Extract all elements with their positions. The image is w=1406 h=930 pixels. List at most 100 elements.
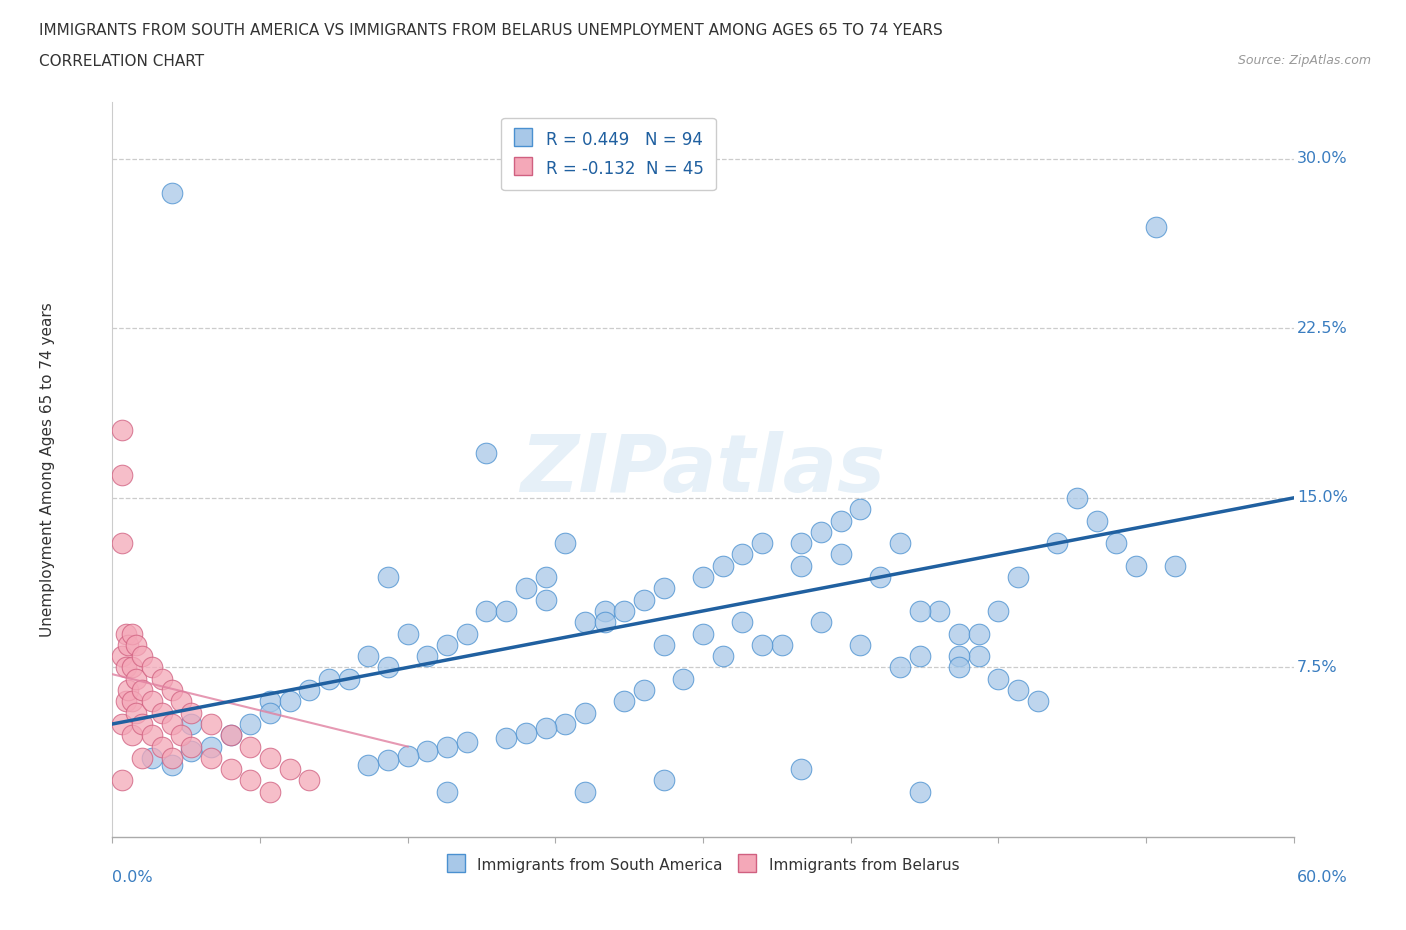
Point — [1066, 490, 1088, 505]
Point — [239, 716, 262, 731]
Point — [121, 660, 143, 675]
Point — [534, 592, 557, 607]
Point — [475, 445, 498, 460]
Point — [987, 671, 1010, 686]
Point — [1026, 694, 1049, 709]
Point — [131, 751, 153, 765]
Point — [869, 569, 891, 584]
Point — [150, 705, 173, 720]
Point — [613, 604, 636, 618]
Point — [111, 468, 134, 483]
Point — [436, 637, 458, 652]
Point — [121, 694, 143, 709]
Point — [1007, 683, 1029, 698]
Point — [416, 649, 439, 664]
Point — [1125, 558, 1147, 573]
Point — [259, 784, 281, 799]
Point — [908, 784, 931, 799]
Point — [416, 744, 439, 759]
Point — [515, 725, 537, 740]
Point — [141, 728, 163, 743]
Point — [574, 705, 596, 720]
Point — [160, 185, 183, 200]
Point — [239, 773, 262, 788]
Point — [377, 660, 399, 675]
Point — [200, 751, 222, 765]
Point — [633, 592, 655, 607]
Text: ZIPatlas: ZIPatlas — [520, 431, 886, 509]
Point — [259, 751, 281, 765]
Point — [790, 536, 813, 551]
Point — [613, 694, 636, 709]
Point — [790, 558, 813, 573]
Point — [633, 683, 655, 698]
Point — [830, 513, 852, 528]
Point — [111, 422, 134, 437]
Point — [987, 604, 1010, 618]
Text: 0.0%: 0.0% — [112, 870, 153, 885]
Point — [1007, 569, 1029, 584]
Point — [160, 757, 183, 772]
Point — [1164, 558, 1187, 573]
Text: 7.5%: 7.5% — [1298, 660, 1337, 675]
Point — [475, 604, 498, 618]
Point — [180, 744, 202, 759]
Point — [830, 547, 852, 562]
Point — [593, 604, 616, 618]
Point — [115, 660, 138, 675]
Point — [1046, 536, 1069, 551]
Point — [111, 536, 134, 551]
Text: Unemployment Among Ages 65 to 74 years: Unemployment Among Ages 65 to 74 years — [39, 302, 55, 637]
Point — [554, 716, 576, 731]
Point — [239, 739, 262, 754]
Point — [967, 626, 990, 641]
Point — [357, 649, 380, 664]
Point — [278, 694, 301, 709]
Point — [117, 637, 139, 652]
Point — [377, 569, 399, 584]
Point — [200, 739, 222, 754]
Point — [652, 581, 675, 596]
Point — [1105, 536, 1128, 551]
Point — [534, 569, 557, 584]
Point — [111, 773, 134, 788]
Point — [259, 705, 281, 720]
Text: 22.5%: 22.5% — [1298, 321, 1348, 336]
Point — [810, 615, 832, 630]
Point — [131, 649, 153, 664]
Point — [554, 536, 576, 551]
Point — [111, 716, 134, 731]
Point — [396, 748, 419, 763]
Point — [948, 626, 970, 641]
Point — [672, 671, 695, 686]
Point — [278, 762, 301, 777]
Point — [150, 739, 173, 754]
Point — [928, 604, 950, 618]
Legend: Immigrants from South America, Immigrants from Belarus: Immigrants from South America, Immigrant… — [440, 850, 966, 881]
Point — [593, 615, 616, 630]
Point — [377, 752, 399, 767]
Text: IMMIGRANTS FROM SOUTH AMERICA VS IMMIGRANTS FROM BELARUS UNEMPLOYMENT AMONG AGES: IMMIGRANTS FROM SOUTH AMERICA VS IMMIGRA… — [39, 23, 943, 38]
Point — [810, 525, 832, 539]
Text: 30.0%: 30.0% — [1298, 152, 1348, 166]
Point — [141, 660, 163, 675]
Point — [170, 728, 193, 743]
Point — [849, 502, 872, 517]
Point — [515, 581, 537, 596]
Point — [131, 683, 153, 698]
Point — [495, 730, 517, 745]
Point — [692, 569, 714, 584]
Point — [692, 626, 714, 641]
Point — [711, 558, 734, 573]
Point — [160, 716, 183, 731]
Point — [337, 671, 360, 686]
Point — [125, 705, 148, 720]
Point — [948, 649, 970, 664]
Point — [652, 637, 675, 652]
Point — [731, 615, 754, 630]
Point — [160, 683, 183, 698]
Point — [731, 547, 754, 562]
Point — [219, 762, 242, 777]
Point — [125, 671, 148, 686]
Point — [652, 773, 675, 788]
